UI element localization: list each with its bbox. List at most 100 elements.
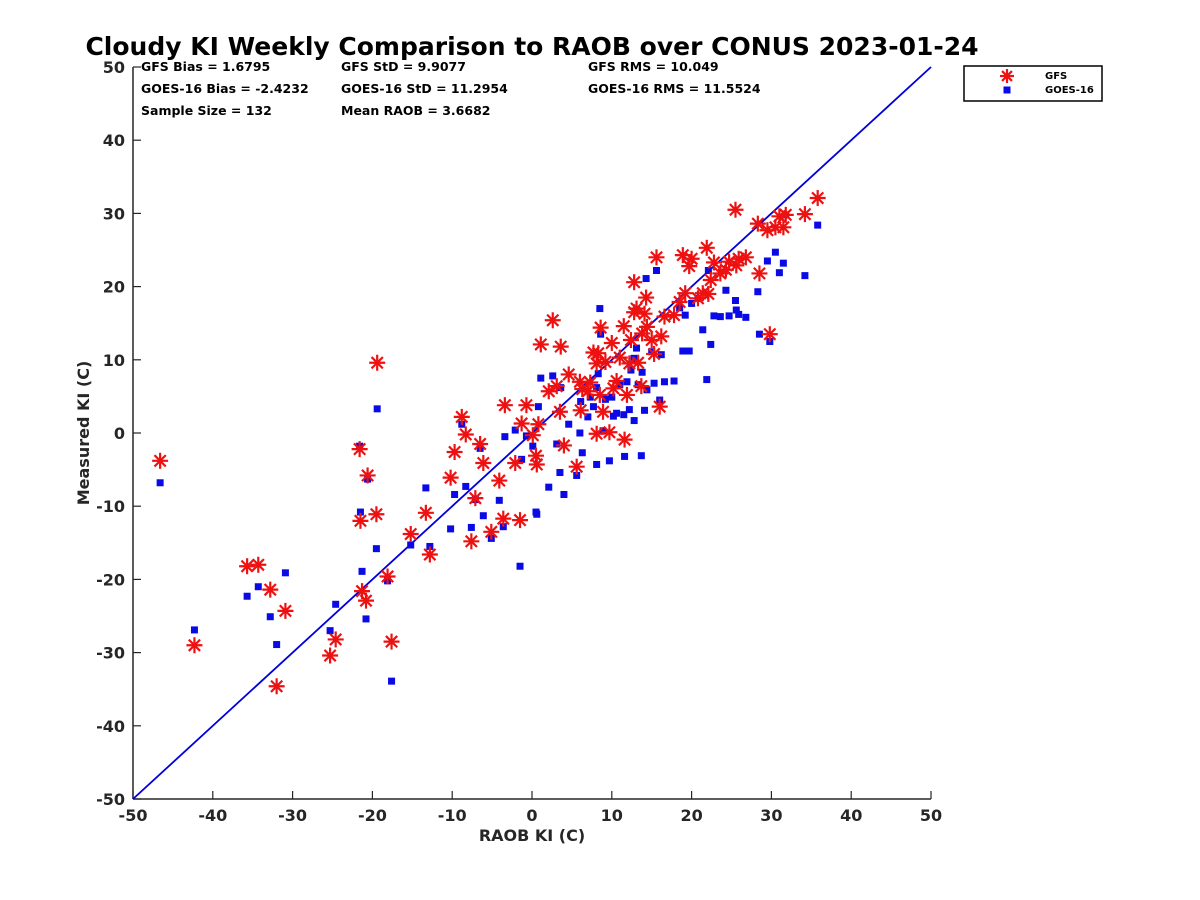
goes16-point xyxy=(254,583,262,591)
gfs-point xyxy=(705,254,722,271)
x-tick-label: 50 xyxy=(920,806,942,825)
goes16-point xyxy=(358,567,366,575)
axes: -50 -40 -30 -20 -10 0 10 20 30 40 50 -50 -40 -30 -20 -1… xyxy=(96,58,942,825)
goes16-point xyxy=(516,562,524,570)
data-points xyxy=(152,190,826,695)
goes16-point xyxy=(670,377,678,385)
gfs-point xyxy=(677,285,694,302)
x-tick-label: -40 xyxy=(198,806,227,825)
goes16-point xyxy=(273,641,281,649)
gfs-point xyxy=(653,328,670,345)
goes16-point xyxy=(707,340,715,348)
goes16-point xyxy=(634,381,642,389)
gfs-point xyxy=(250,556,267,573)
gfs-point xyxy=(615,318,632,335)
gfs-point xyxy=(638,318,655,335)
goes16-point xyxy=(608,393,616,401)
x-tick-label: 0 xyxy=(526,806,537,825)
gfs-point xyxy=(616,431,633,448)
gfs-point xyxy=(417,504,434,521)
goes16-point xyxy=(643,386,651,394)
gfs-point xyxy=(453,408,470,425)
y-tick-label: 10 xyxy=(103,351,125,370)
gfs-point xyxy=(277,602,294,619)
goes16-point xyxy=(479,512,487,520)
gfs-point xyxy=(239,558,256,575)
goes16-point xyxy=(731,297,739,305)
gfs-point xyxy=(626,274,643,291)
gfs-point xyxy=(152,452,169,469)
goes16-point xyxy=(593,384,601,392)
stat-goes16-bias: GOES-16 Bias = -2.4232 xyxy=(141,81,309,96)
gfs-point xyxy=(630,354,647,371)
goes16-point xyxy=(577,398,585,406)
goes16-point xyxy=(529,442,537,450)
gfs-point xyxy=(761,326,778,343)
gfs-point xyxy=(530,416,547,433)
goes16-point xyxy=(511,426,519,434)
gfs-point xyxy=(749,215,766,232)
gfs-point xyxy=(648,249,665,266)
gfs-point xyxy=(618,386,635,403)
gfs-point xyxy=(358,592,375,609)
y-tick-label: -50 xyxy=(96,790,125,809)
goes16-point xyxy=(243,592,251,600)
x-tick-label: -50 xyxy=(119,806,148,825)
goes16-point xyxy=(545,483,553,491)
gfs-point xyxy=(518,397,535,414)
stat-gfs-std: GFS StD = 9.9077 xyxy=(341,59,466,74)
x-tick-label: 20 xyxy=(680,806,702,825)
goes16-point xyxy=(422,484,430,492)
stat-goes16-std: GOES-16 StD = 11.2954 xyxy=(341,81,508,96)
goes16-point xyxy=(735,310,743,318)
goes16-point xyxy=(594,370,602,378)
gfs-point xyxy=(698,239,715,256)
goes16-point xyxy=(779,259,787,267)
x-tick-label: -30 xyxy=(278,806,307,825)
goes16-point xyxy=(641,406,649,414)
goes16-point xyxy=(362,615,370,623)
y-tick-label: -30 xyxy=(96,644,125,663)
goes16-point xyxy=(451,490,459,498)
gfs-point xyxy=(322,647,339,664)
gfs-point xyxy=(369,354,386,371)
goes16-point xyxy=(557,384,565,392)
goes16-point xyxy=(467,523,475,531)
gfs-point xyxy=(496,397,513,414)
gfs-point xyxy=(751,265,768,282)
y-tick-label: 50 xyxy=(103,58,125,77)
gfs-point xyxy=(352,512,369,529)
x-axis-label: RAOB KI (C) xyxy=(479,826,585,845)
gfs-point xyxy=(588,425,605,442)
goes16-point xyxy=(688,299,696,307)
gfs-point xyxy=(421,546,438,563)
gfs-point xyxy=(608,373,625,390)
gfs-point xyxy=(603,334,620,351)
gfs-point xyxy=(446,444,463,461)
goes16-point xyxy=(549,372,557,380)
goes16-point xyxy=(407,541,415,549)
stat-goes16-rms: GOES-16 RMS = 11.5524 xyxy=(588,81,761,96)
goes16-point xyxy=(650,379,658,387)
goes16-point xyxy=(537,374,545,382)
gfs-point xyxy=(582,374,599,391)
gfs-point xyxy=(611,349,628,366)
gfs-point xyxy=(402,526,419,543)
stat-sample-size: Sample Size = 132 xyxy=(141,103,272,118)
goes16-point xyxy=(652,266,660,274)
legend-marker-gfs xyxy=(1000,69,1014,83)
goes16-point xyxy=(156,479,164,487)
goes16-point xyxy=(613,409,621,417)
goes16-point xyxy=(373,405,381,413)
gfs-point xyxy=(585,344,602,361)
goes16-point xyxy=(426,542,434,550)
gfs-point xyxy=(442,469,459,486)
gfs-point xyxy=(186,637,203,654)
goes16-point xyxy=(703,376,711,384)
goes16-point xyxy=(660,378,668,386)
stat-gfs-rms: GFS RMS = 10.049 xyxy=(588,59,719,74)
goes16-point xyxy=(814,221,822,229)
gfs-point xyxy=(622,332,639,349)
gfs-point xyxy=(591,386,608,403)
